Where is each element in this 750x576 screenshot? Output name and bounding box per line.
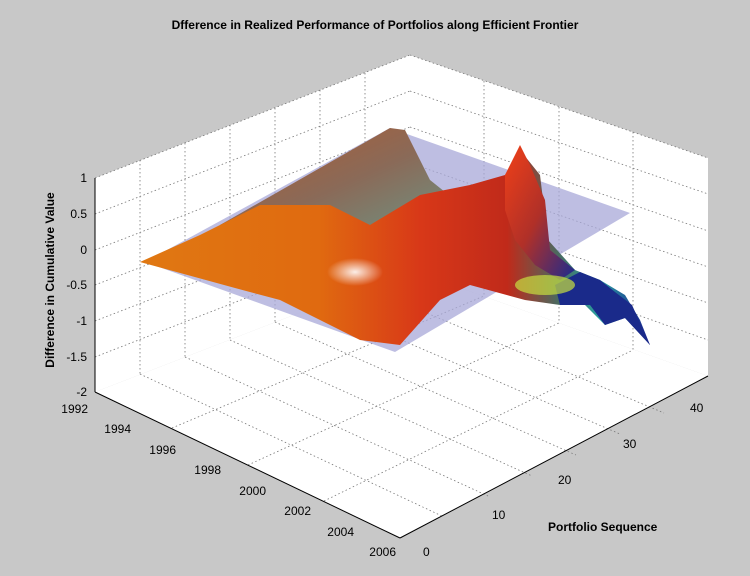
z-tick-label: -0.5 bbox=[66, 278, 87, 292]
surface-highlight bbox=[327, 258, 383, 286]
y-axis-ticks: 0 10 20 30 40 bbox=[423, 401, 704, 559]
y-tick-label: 0 bbox=[423, 545, 430, 559]
z-axis-label: Difference in Cumulative Value bbox=[43, 192, 57, 368]
grid-lines bbox=[94, 54, 709, 518]
surface-highlight-green bbox=[515, 275, 575, 295]
chart-title: Dfference in Realized Performance of Por… bbox=[172, 18, 579, 32]
x-tick-label: 2004 bbox=[327, 525, 354, 539]
z-axis-ticks: 1 0.5 0 -0.5 -1 -1.5 -2 bbox=[66, 171, 87, 399]
z-tick-label: 1 bbox=[80, 171, 87, 185]
plot-floor bbox=[95, 270, 708, 538]
z-tick-label: -1 bbox=[76, 314, 87, 328]
x-tick-label: 2000 bbox=[239, 484, 266, 498]
surface-peak bbox=[505, 145, 575, 280]
y-tick-label: 40 bbox=[690, 401, 704, 415]
y-tick-label: 10 bbox=[492, 508, 506, 522]
performance-surface bbox=[140, 128, 650, 345]
z-tick-label: -1.5 bbox=[66, 350, 87, 364]
x-tick-label: 2006 bbox=[369, 545, 396, 559]
surface-tail bbox=[555, 272, 650, 345]
x-tick-label: 1992 bbox=[61, 402, 88, 416]
y-tick-label: 20 bbox=[558, 473, 572, 487]
x-axis-ticks: 1992 1994 1996 1998 2000 2002 2004 2006 bbox=[61, 402, 396, 559]
y-tick-label: 30 bbox=[623, 437, 637, 451]
x-tick-label: 1994 bbox=[104, 422, 131, 436]
x-tick-label: 1998 bbox=[194, 463, 221, 477]
x-tick-label: 2002 bbox=[284, 504, 311, 518]
z-tick-label: -2 bbox=[76, 385, 87, 399]
z-tick-label: 0 bbox=[80, 243, 87, 257]
x-tick-label: 1996 bbox=[149, 443, 176, 457]
y-axis-label: Portfolio Sequence bbox=[548, 520, 658, 534]
z-tick-label: 0.5 bbox=[70, 207, 87, 221]
box-edges bbox=[94, 178, 709, 539]
